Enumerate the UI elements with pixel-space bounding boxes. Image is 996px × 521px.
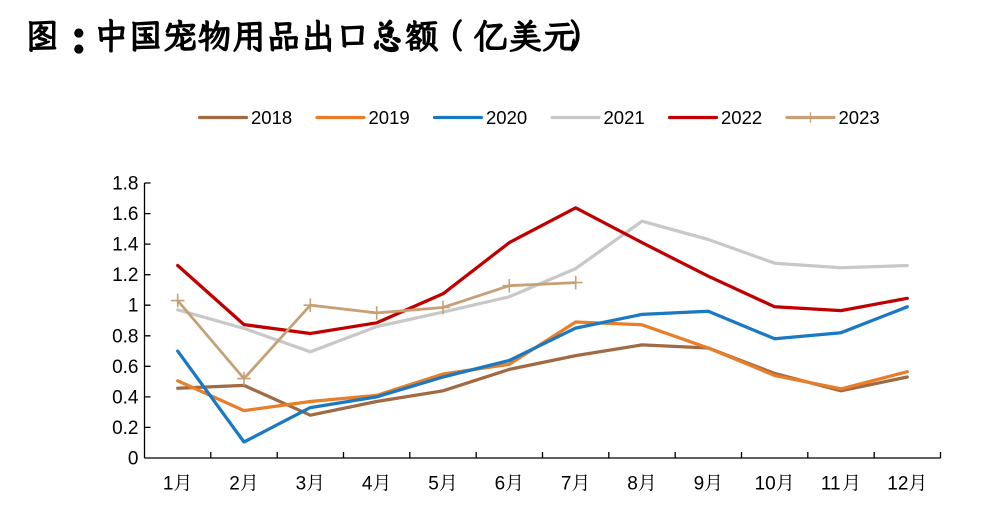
svg-text:4: 4 [362,474,373,495]
svg-text:5: 5 [428,474,439,495]
svg-text:3: 3 [296,474,307,495]
svg-text:7: 7 [561,474,572,495]
svg-text:2020: 2020 [486,107,527,128]
svg-text:8: 8 [627,474,638,495]
svg-text:0: 0 [128,449,139,470]
svg-text:0.4: 0.4 [112,387,139,408]
svg-text:0.2: 0.2 [112,418,138,439]
svg-text:10: 10 [755,474,776,495]
svg-text:0.6: 0.6 [112,357,138,378]
svg-text:1.2: 1.2 [112,265,138,286]
svg-text:0.8: 0.8 [112,326,138,347]
svg-text:2021: 2021 [604,107,645,128]
svg-text:9: 9 [694,474,705,495]
svg-text:11: 11 [821,474,841,495]
svg-text:2023: 2023 [839,107,880,128]
svg-text:2: 2 [229,474,240,495]
svg-text:1: 1 [163,474,174,495]
svg-text:1.8: 1.8 [112,174,138,195]
svg-text:12: 12 [887,474,908,495]
svg-text:2018: 2018 [251,107,292,128]
svg-text:1.6: 1.6 [112,204,138,225]
svg-text:1: 1 [128,296,139,317]
svg-text:6: 6 [495,474,506,495]
svg-text:2019: 2019 [369,107,410,128]
svg-text:1.4: 1.4 [112,235,139,256]
svg-text:2022: 2022 [721,107,762,128]
